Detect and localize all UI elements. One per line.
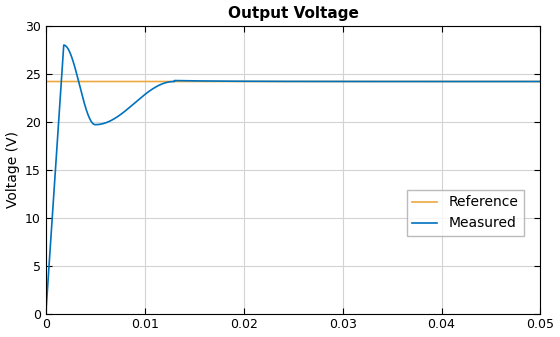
Reference [72,80,79,84]
Measured [139,94,146,98]
Measured [72,67,79,71]
Measured [511,80,517,84]
Measured [60,43,67,47]
Reference [63,80,69,84]
Measured [284,80,291,84]
Legend: Reference, Measured: Reference, Measured [407,190,524,236]
Measured [537,80,544,84]
Y-axis label: Voltage (V): Voltage (V) [6,131,20,208]
Reference [139,80,146,84]
Measured [43,312,49,316]
Reference [511,80,517,84]
Reference [43,80,49,84]
Line: Measured: Measured [46,45,540,314]
Title: Output Voltage: Output Voltage [228,5,358,21]
Measured [63,44,70,49]
Reference [537,80,544,84]
Reference [45,80,52,84]
Reference [284,80,291,84]
Measured [45,278,52,282]
